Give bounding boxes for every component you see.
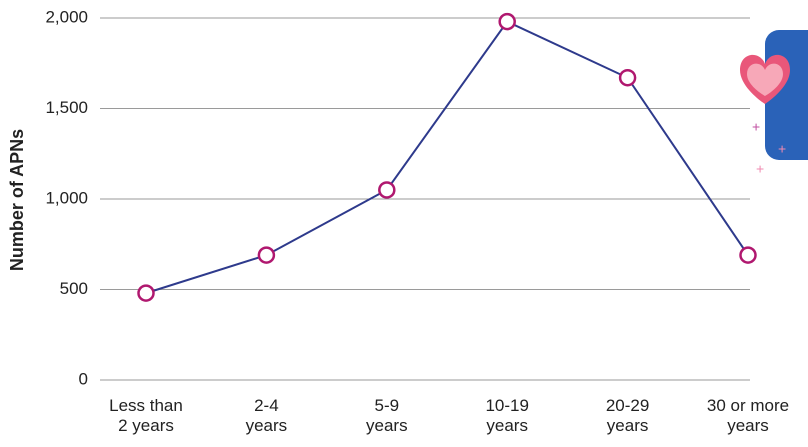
point-marker <box>137 284 155 302</box>
y-tick-label: 0 <box>79 369 88 388</box>
x-tick-label: 10-19 years <box>485 396 529 435</box>
x-tick-label: 2-4 years <box>245 396 288 435</box>
y-tick-label: 1,500 <box>45 98 88 117</box>
point-marker <box>739 246 757 264</box>
x-tick-label: Less than 2 years <box>109 396 183 435</box>
x-tick-label: 5-9 years <box>366 396 408 435</box>
svg-text:+: + <box>778 141 786 157</box>
point-marker <box>378 181 396 199</box>
point-marker <box>498 12 516 31</box>
point-marker <box>257 246 276 264</box>
x-tick-label: 30 or more years <box>706 396 790 435</box>
y-tick-label: 2,000 <box>45 7 88 26</box>
point-marker <box>618 68 637 87</box>
y-tick-label: 500 <box>60 279 88 298</box>
decoration: + + + <box>740 30 808 177</box>
series-line <box>145 20 749 295</box>
svg-text:+: + <box>756 161 764 177</box>
svg-text:+: + <box>752 119 760 135</box>
x-tick-label: 20-29 years <box>605 396 650 435</box>
y-tick-label: 1,000 <box>45 188 88 207</box>
y-axis-title: Number of APNs <box>7 129 27 271</box>
